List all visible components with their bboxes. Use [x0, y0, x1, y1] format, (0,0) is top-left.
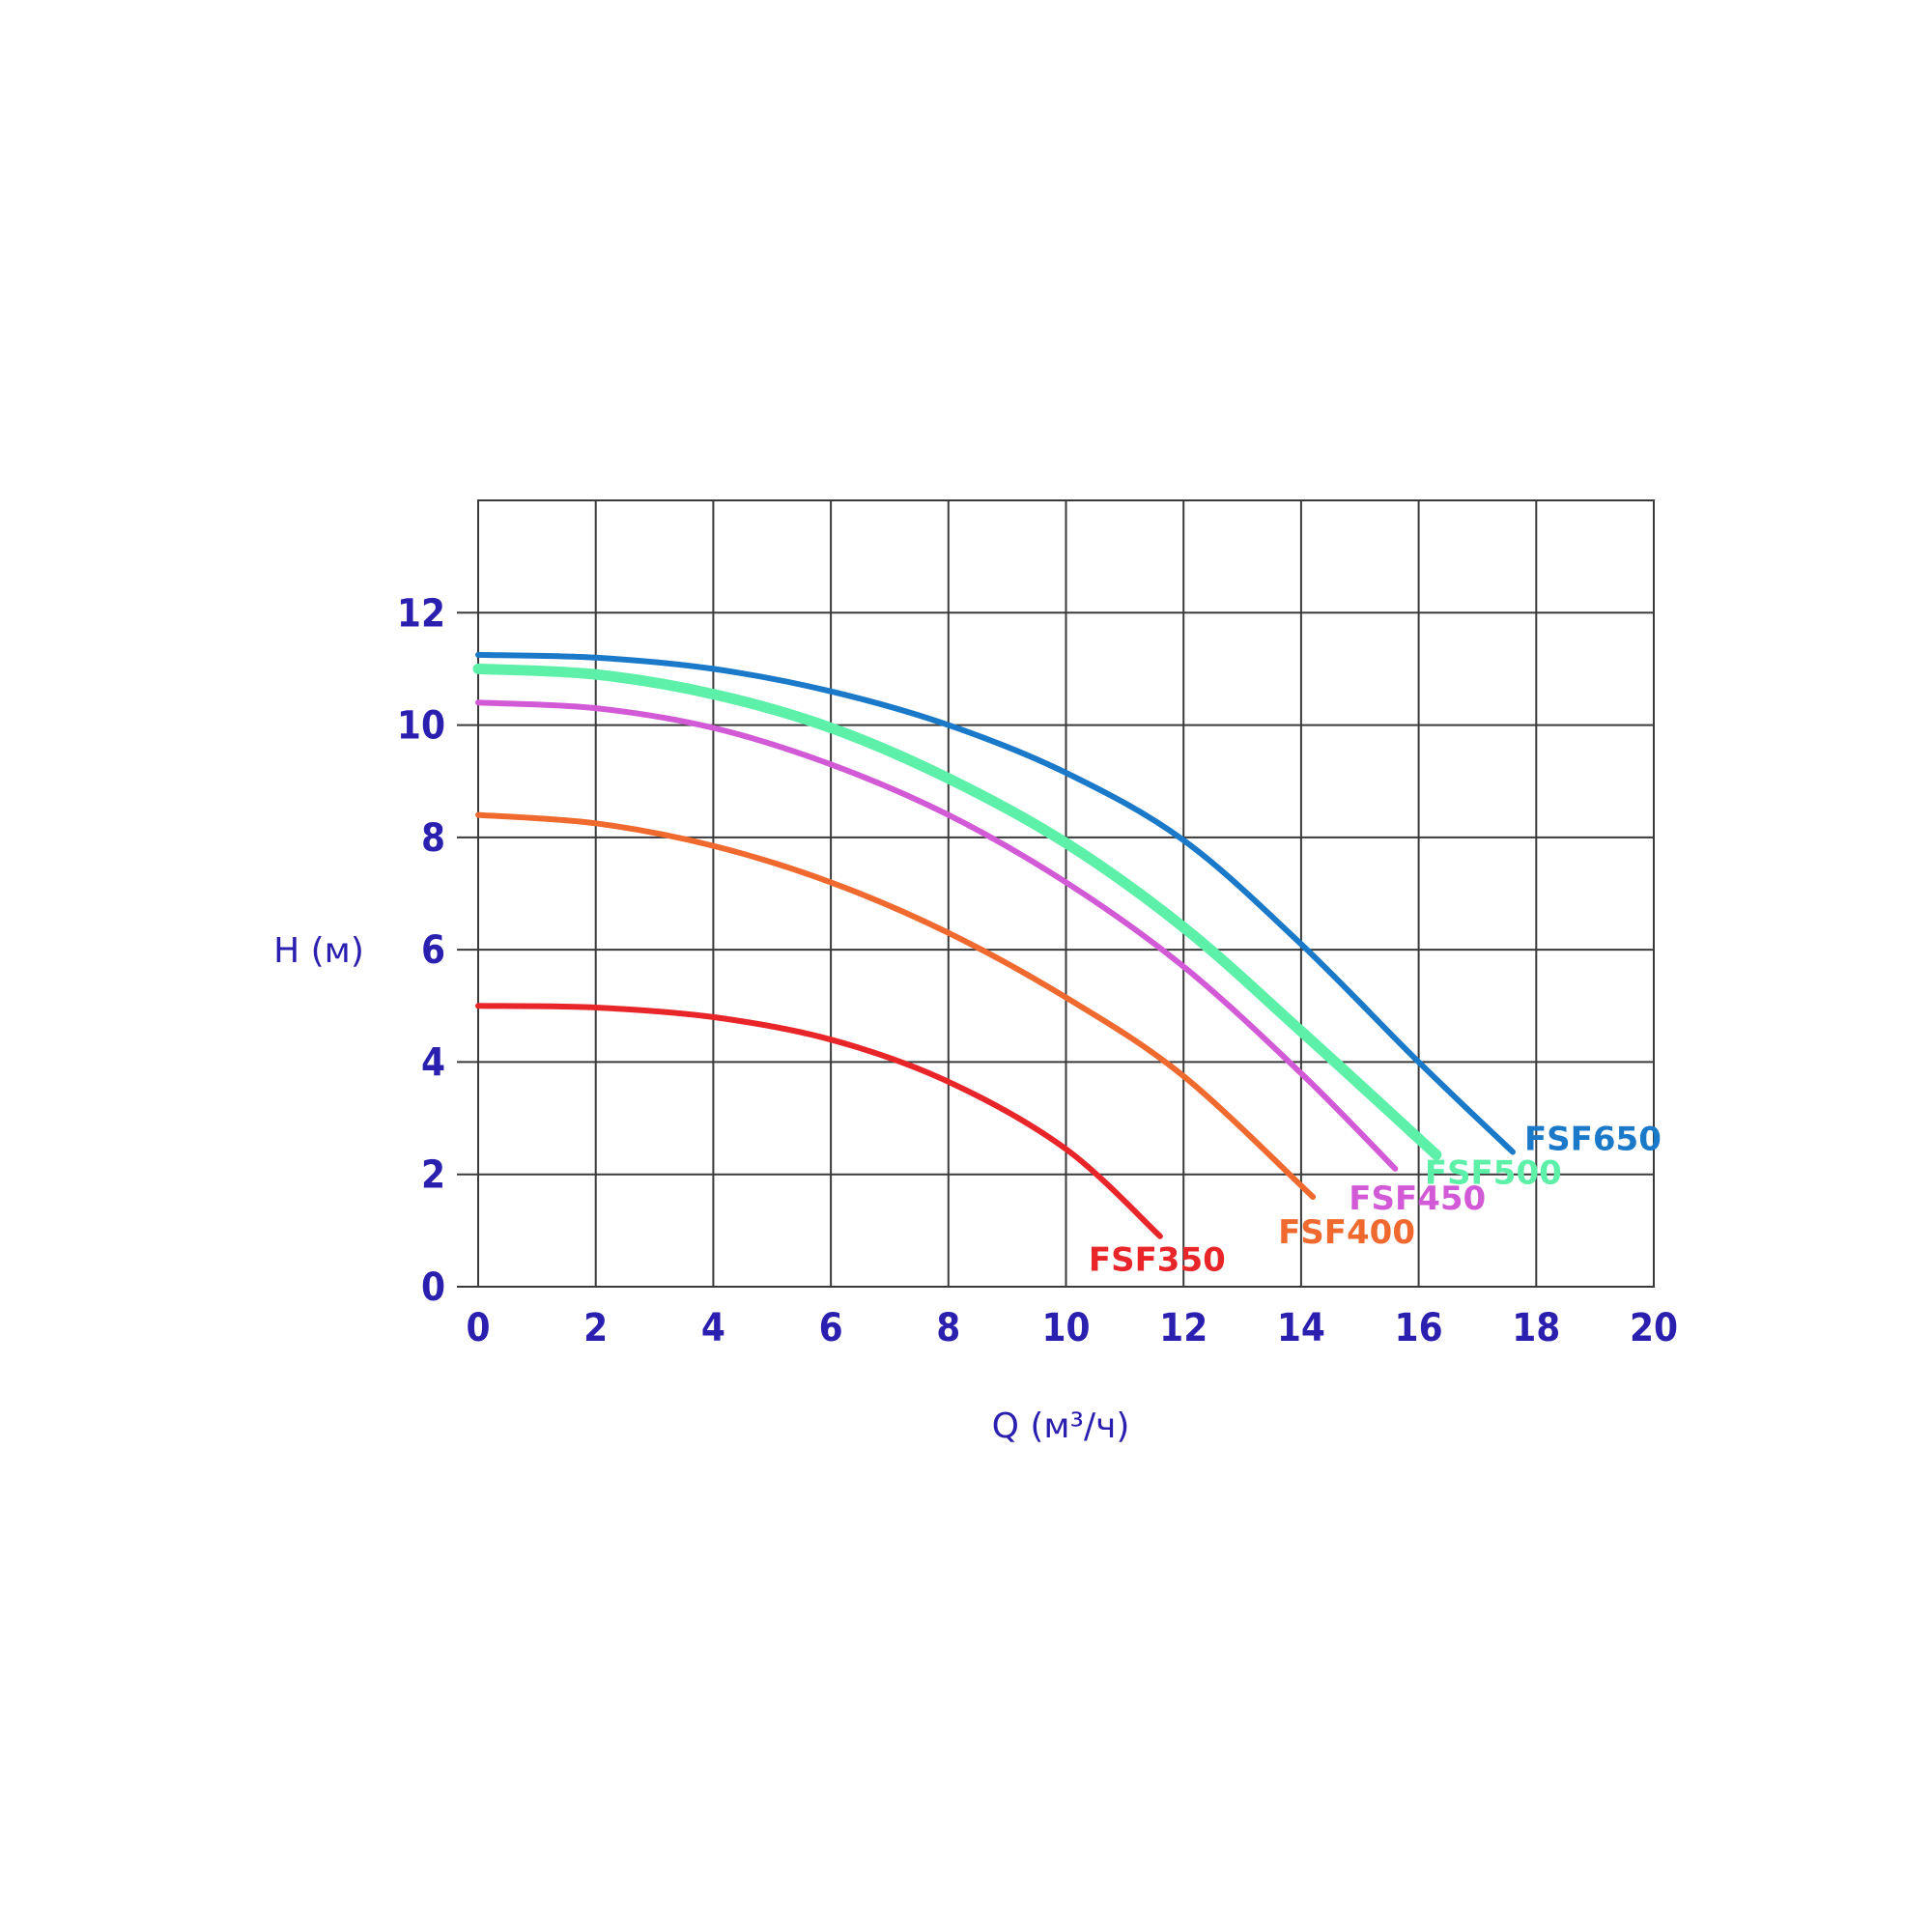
x-tick-label: 8 [936, 1306, 960, 1350]
y-tick-label: 12 [397, 591, 445, 636]
y-tick-label: 8 [421, 816, 445, 861]
y-tick-label: 4 [421, 1040, 445, 1085]
x-tick-label: 4 [701, 1306, 725, 1350]
series-line-fsf450 [475, 699, 1399, 1172]
y-axis-title: H (м) [273, 931, 364, 971]
x-tick-label: 2 [583, 1306, 608, 1350]
tick-labels: 0 2 4 6 8 10 12 14 16 18 20 0 2 4 6 8 10 12 [397, 591, 1678, 1350]
x-tick-label: 12 [1159, 1306, 1208, 1350]
x-tick-label: 20 [1630, 1306, 1678, 1350]
x-tick-label: 18 [1512, 1306, 1560, 1350]
y-tick-label: 0 [421, 1265, 445, 1310]
x-tick-label: 6 [819, 1306, 843, 1350]
series-line-fsf500 [472, 663, 1442, 1160]
y-tick-label: 10 [397, 704, 445, 749]
x-axis-title: Q (м³/ч) [992, 1406, 1130, 1446]
y-tick-label: 6 [421, 928, 445, 973]
series-label-fsf650: FSF650 [1524, 1120, 1662, 1158]
series-label-fsf450: FSF450 [1349, 1179, 1486, 1218]
series-label-fsf500: FSF500 [1425, 1153, 1562, 1192]
series-line-fsf400 [475, 811, 1317, 1200]
x-tick-label: 10 [1041, 1306, 1090, 1350]
y-tick-label: 2 [421, 1153, 445, 1198]
x-tick-label: 0 [466, 1306, 490, 1350]
series-lines [472, 651, 1516, 1239]
series-label-fsf400: FSF400 [1278, 1213, 1415, 1252]
series-line-fsf350 [475, 1003, 1163, 1239]
series-line-fsf650 [475, 651, 1516, 1155]
series-label-fsf350: FSF350 [1089, 1241, 1226, 1280]
x-tick-label: 14 [1277, 1306, 1325, 1350]
x-tick-label: 16 [1395, 1306, 1443, 1350]
